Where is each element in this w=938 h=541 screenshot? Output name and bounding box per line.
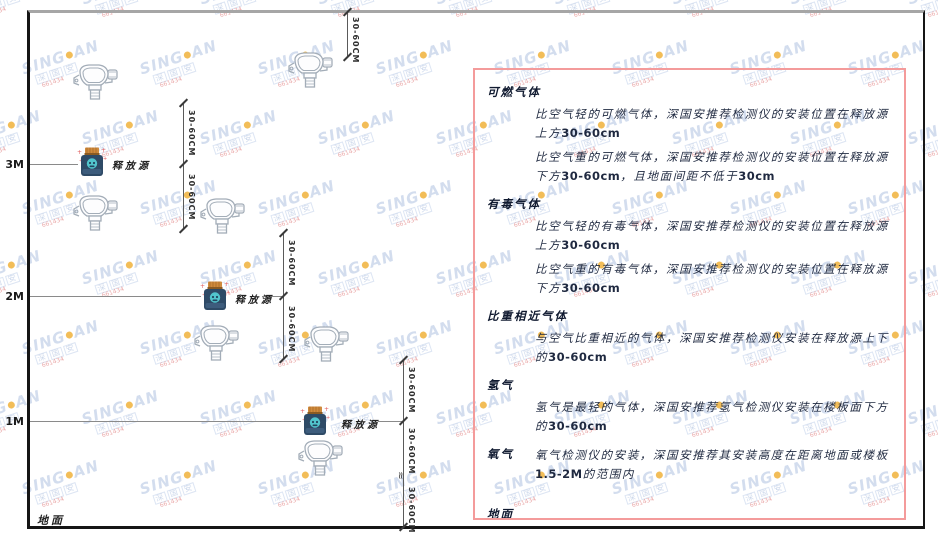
gas-detector-icon: [72, 193, 118, 233]
dimension-label: 30-60CM: [187, 110, 196, 157]
svg-text:+: +: [224, 281, 229, 288]
dimension-label: 30-60CM: [287, 240, 296, 287]
svg-text:+: +: [200, 283, 205, 290]
dimension-line: [347, 12, 348, 57]
dimension-label: 30-60CM: [407, 487, 416, 534]
brand-dot-icon: [7, 120, 16, 130]
svg-text:+: +: [77, 149, 82, 156]
height-label-2m: 2M: [5, 290, 24, 303]
connector-2m: [262, 296, 283, 297]
dimension-label: 30-60CM: [407, 367, 416, 414]
section-paragraph: 比空气轻的有毒气体，深国安推荐检测仪的安装位置在释放源上方30-60cm: [535, 219, 889, 252]
release-source-icon: ++++: [76, 146, 108, 179]
gas-detector-icon: [303, 324, 349, 364]
svg-text:+: +: [103, 156, 107, 162]
release-source-label: 释放源: [341, 420, 380, 431]
dimension-line: [183, 103, 184, 230]
svg-text:+: +: [326, 415, 330, 421]
section-paragraph: 比空气重的有毒气体，深国安推荐检测仪的安装位置在释放源下方30-60cm: [535, 262, 889, 295]
svg-text:+: +: [324, 406, 329, 413]
connector-1m: [378, 421, 403, 422]
svg-text:+: +: [226, 290, 230, 296]
panel-section: 比重相近气体与空气比重相近的气体，深国安推荐检测仪安装在释放源上下的30-60c…: [487, 303, 892, 367]
section-heading: 比重相近气体: [487, 309, 568, 323]
dimension-break-mark: ≈: [394, 471, 406, 480]
section-spacer: [487, 491, 892, 501]
dimension-label: 30-60CM: [351, 17, 360, 64]
gas-detector-icon: [297, 438, 343, 478]
section-heading: 氢气: [487, 378, 514, 392]
height-label-3m: 3M: [5, 158, 24, 171]
svg-text:+: +: [300, 408, 305, 415]
section-heading: 氧气: [487, 447, 514, 461]
dimension-label: 30-60CM: [287, 306, 296, 353]
panel-section: 有毒气体比空气轻的有毒气体，深国安推荐检测仪的安装位置在释放源上方30-60cm…: [487, 191, 892, 298]
brand-dot-icon: [7, 260, 16, 270]
gas-detector-icon: [72, 62, 118, 102]
section-paragraph: 与空气比重相近的气体，深国安推荐检测仪安装在释放源上下的30-60cm: [535, 331, 889, 364]
dimension-line: [403, 360, 404, 528]
section-heading: 地面: [487, 507, 514, 520]
level-line-3m: [30, 164, 78, 165]
dimension-label: 30-60CM: [407, 428, 416, 475]
level-line-2m: [30, 296, 201, 297]
release-source-icon: ++++: [299, 405, 331, 438]
panel-section: 氢气氢气是最轻的气体，深国安推荐氢气检测仪安装在楼板面下方的30-60cm: [487, 372, 892, 436]
dimension-label: 30-60CM: [187, 174, 196, 221]
level-line-1m: [30, 421, 301, 422]
height-label-1m: 1M: [5, 415, 24, 428]
panel-section: 可燃气体比空气轻的可燃气体，深国安推荐检测仪的安装位置在释放源上方30-60cm…: [487, 79, 892, 186]
brand-dot-icon: [7, 400, 16, 410]
section-heading: 有毒气体: [487, 197, 541, 211]
panel-section: 氧气 氧气检测仪的安装，深国安推荐其安装高度在距离地面或楼板1.5-2M的范围内: [487, 441, 892, 489]
svg-text:+: +: [101, 147, 106, 154]
release-source-icon: ++++: [199, 280, 231, 313]
room-outline: [27, 10, 925, 529]
release-source-label: 释放源: [235, 295, 274, 306]
panel-section: 地面检测仪地面间距，深国安推荐在30-60cm，且不得小于30cm，因为过低容易…: [487, 501, 892, 520]
section-paragraph: 比空气重的可燃气体，深国安推荐检测仪的安装位置在释放源下方30-60cm，且地面…: [535, 150, 889, 183]
ground-label: 地面: [37, 514, 65, 527]
release-source-label: 释放源: [112, 161, 151, 172]
section-heading: 可燃气体: [487, 85, 541, 99]
gas-detector-icon: [193, 323, 239, 363]
section-paragraph: 氢气是最轻的气体，深国安推荐氢气检测仪安装在楼板面下方的30-60cm: [535, 400, 889, 433]
installation-guide-panel: 可燃气体比空气轻的可燃气体，深国安推荐检测仪的安装位置在释放源上方30-60cm…: [473, 68, 906, 520]
section-paragraph: 氧气检测仪的安装，深国安推荐其安装高度在距离地面或楼板1.5-2M的范围内: [535, 448, 889, 481]
section-paragraph: 比空气轻的可燃气体，深国安推荐检测仪的安装位置在释放源上方30-60cm: [535, 107, 889, 140]
gas-detector-icon: [287, 50, 333, 90]
gas-detector-icon: [199, 196, 245, 236]
